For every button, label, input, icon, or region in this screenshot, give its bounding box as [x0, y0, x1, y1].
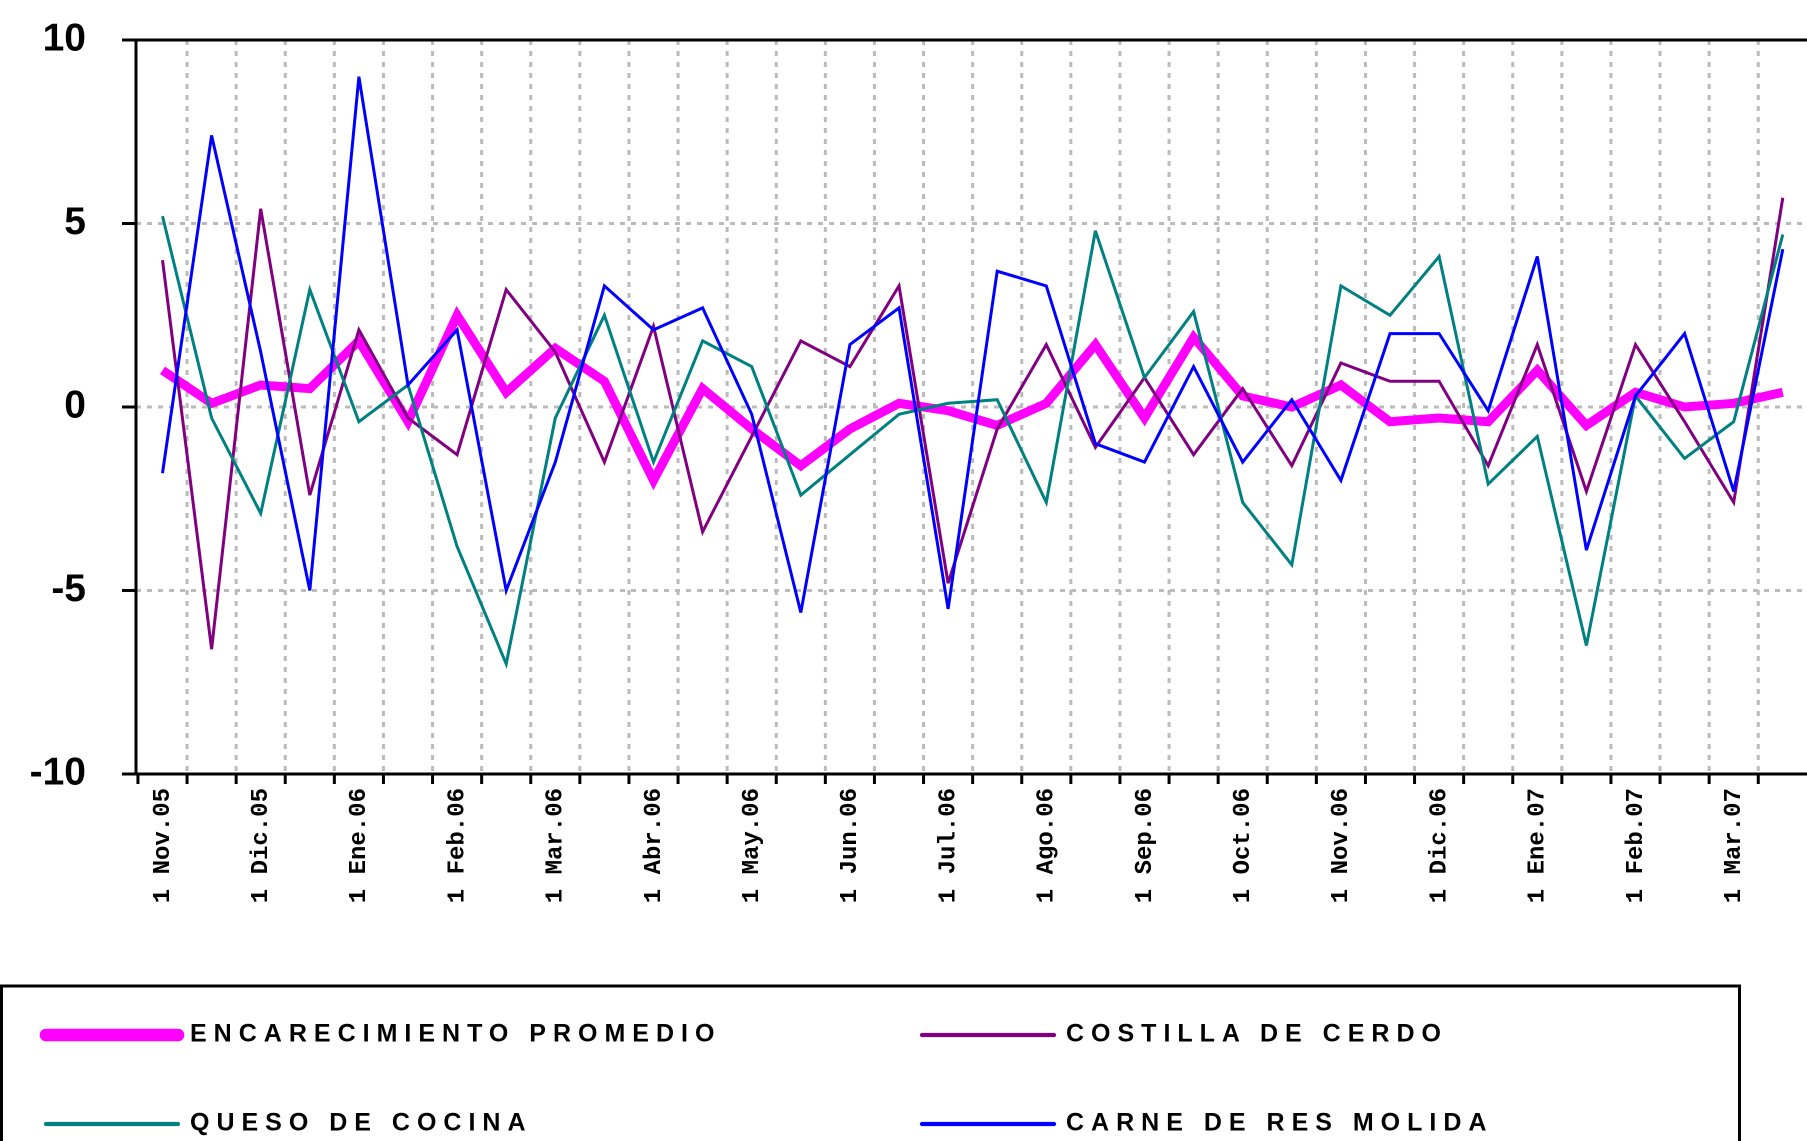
legend-label: ENCARECIMIENTO PROMEDIO [190, 1020, 721, 1048]
y-tick-label: 10 [43, 16, 86, 59]
legend-label: COSTILLA DE CERDO [1066, 1020, 1448, 1048]
series-line [159, 305, 1784, 491]
x-tick-label: 1 Ene.07 [1525, 788, 1552, 903]
x-tick-label: 1 Feb.06 [444, 788, 471, 903]
x-tick-label: 1 Jul.06 [935, 788, 962, 903]
y-tick-label: -10 [30, 750, 86, 793]
x-tick-label: 1 Sep.06 [1132, 788, 1159, 903]
x-tick-label: 1 Ago.06 [1034, 788, 1061, 903]
x-tick-label: 1 Mar.06 [543, 788, 570, 903]
x-tick-label: 1 May.06 [739, 788, 766, 903]
series-line [161, 76, 1785, 613]
x-tick-label: 1 Dic.05 [248, 788, 275, 903]
y-tick-label: 0 [64, 383, 86, 426]
series-line [161, 197, 1785, 650]
legend-box [0, 984, 1741, 1141]
x-tick-label: 1 Dic.06 [1426, 788, 1453, 903]
x-tick-label: 1 Nov.05 [150, 788, 177, 903]
series-line [161, 215, 1785, 670]
x-tick-label: 1 Feb.07 [1623, 788, 1650, 903]
legend-label: QUESO DE COCINA [190, 1109, 533, 1137]
x-tick-label: 1 Oct.06 [1230, 788, 1257, 903]
x-tick-label: 1 Abr.06 [641, 788, 668, 903]
legend-label: CARNE DE RES MOLIDA [1066, 1109, 1493, 1137]
x-tick-label: 1 Mar.07 [1721, 788, 1748, 903]
x-tick-label: 1 Jun.06 [837, 788, 864, 903]
x-tick-label: 1 Ene.06 [346, 788, 373, 903]
y-tick-label: -5 [51, 567, 86, 610]
y-tick-label: 5 [64, 200, 86, 243]
x-tick-label: 1 Nov.06 [1328, 788, 1355, 903]
